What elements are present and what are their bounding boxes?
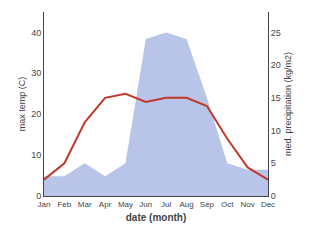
svg-text:0: 0 [271,191,276,201]
svg-text:Jan: Jan [38,200,51,209]
svg-text:med. precipitation (kg/m2): med. precipitation (kg/m2) [283,52,293,156]
svg-text:Aug: Aug [179,200,193,209]
svg-text:0: 0 [36,191,41,201]
svg-text:Dec: Dec [261,200,275,209]
svg-text:Nov: Nov [241,200,255,209]
svg-text:30: 30 [31,68,41,78]
svg-text:Apr: Apr [99,200,112,209]
svg-text:10: 10 [31,150,41,160]
svg-text:20: 20 [271,60,281,70]
svg-text:Sep: Sep [200,200,215,209]
svg-text:Oct: Oct [221,200,234,209]
svg-text:10: 10 [271,126,281,136]
svg-text:15: 15 [271,93,281,103]
svg-text:40: 40 [31,28,41,38]
svg-text:5: 5 [271,158,276,168]
svg-text:20: 20 [31,109,41,119]
svg-text:May: May [118,200,133,209]
svg-text:date (month): date (month) [126,212,187,223]
svg-text:Jul: Jul [161,200,171,209]
svg-text:25: 25 [271,28,281,38]
svg-text:max temp (C): max temp (C) [17,77,27,132]
svg-text:Jun: Jun [139,200,152,209]
svg-text:Feb: Feb [57,200,71,209]
svg-text:Mar: Mar [78,200,92,209]
